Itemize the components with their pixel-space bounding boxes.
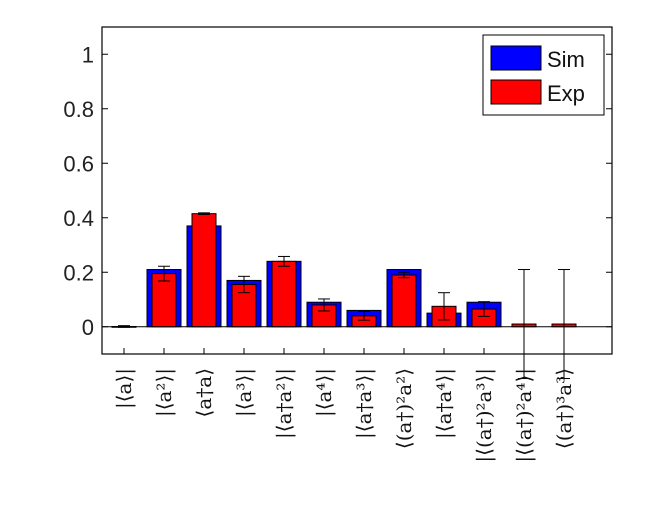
legend-label-exp: Exp — [547, 81, 585, 106]
legend: Sim Exp — [482, 34, 605, 116]
bar-exp — [271, 260, 297, 328]
category-label: |⟨a†a³⟩| — [352, 368, 377, 439]
category-label: |⟨a⁴⟩| — [312, 368, 337, 417]
y-tick-label: 0.2 — [63, 260, 94, 285]
category-label: |⟨a†a⁴⟩| — [432, 368, 457, 439]
legend-swatch-sim — [490, 45, 542, 71]
plot-frame — [101, 26, 613, 355]
category-label: |⟨(a†)²a³⟩| — [472, 368, 497, 463]
category-label: ⟨(a†)³a³⟩ — [552, 368, 576, 449]
category-label: |⟨a⟩| — [112, 368, 137, 409]
y-tick-label: 1 — [82, 42, 94, 67]
category-label: ⟨a†a⟩ — [192, 368, 216, 417]
category-label: ⟨(a†)²a²⟩ — [392, 368, 416, 449]
y-tick-label: 0 — [82, 315, 94, 340]
legend-swatch-exp — [490, 79, 542, 105]
bar-exp — [191, 213, 217, 328]
legend-label-sim: Sim — [547, 47, 585, 72]
y-tick-label: 0.4 — [63, 206, 94, 231]
y-tick-label: 0.8 — [63, 97, 94, 122]
category-label: |⟨a†a²⟩| — [272, 368, 297, 439]
y-tick-label: 0.6 — [63, 151, 94, 176]
bar-exp — [391, 274, 417, 328]
category-label: |⟨a²⟩| — [152, 368, 177, 417]
category-label: |⟨a³⟩| — [232, 368, 257, 417]
bar-exp — [151, 273, 177, 328]
category-label: |⟨(a†)²a⁴⟩| — [512, 368, 537, 463]
